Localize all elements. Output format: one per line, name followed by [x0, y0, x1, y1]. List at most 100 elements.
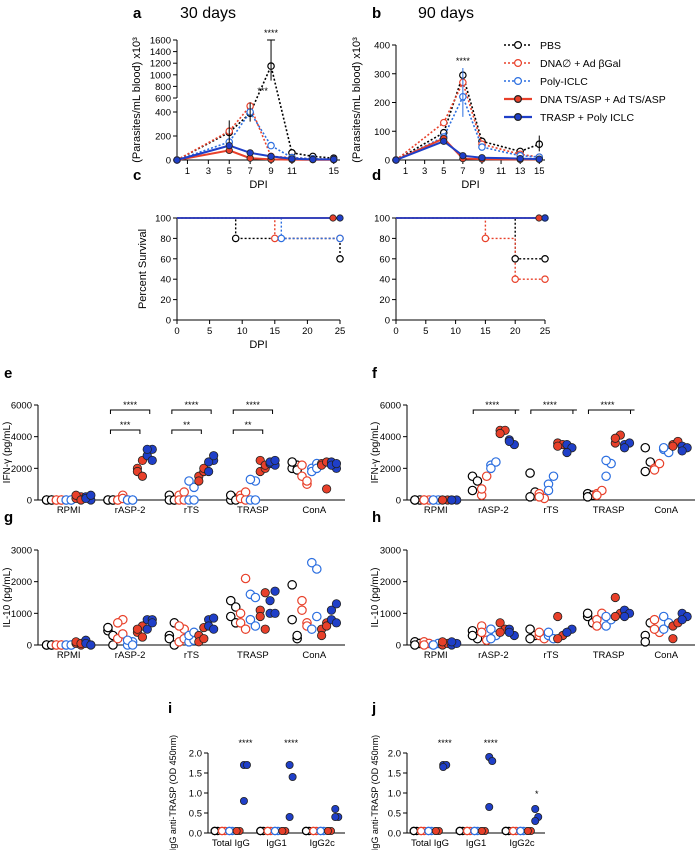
- g-point: [322, 621, 332, 631]
- i-category-label: IgG2c: [309, 838, 335, 849]
- e-category-label: TRASP: [237, 505, 269, 516]
- b-xtick-label: 9: [479, 166, 484, 177]
- i-ytick-label: 1.5: [189, 769, 202, 780]
- g-point: [137, 632, 148, 642]
- g-point: [250, 621, 261, 631]
- i-point: [285, 813, 294, 822]
- j-point: [470, 826, 479, 836]
- e-point: [331, 458, 342, 469]
- h-point: [504, 627, 514, 637]
- h-category-label: TRASP: [593, 650, 625, 661]
- a-ytick-label: 200: [155, 132, 171, 143]
- h-point: [582, 608, 593, 619]
- f-point: [668, 441, 678, 451]
- f-point: [548, 471, 559, 482]
- a-point: [246, 149, 254, 157]
- h-point: [562, 627, 572, 637]
- h-point: [601, 611, 611, 622]
- e-point: [297, 460, 307, 470]
- f-point: [582, 492, 593, 502]
- f-sig-bracket: [530, 409, 577, 414]
- a-point: [225, 142, 233, 150]
- c-series-line: [177, 217, 340, 240]
- b-xlabel: DPI: [461, 179, 479, 191]
- g-ytick-label: 2000: [11, 577, 32, 588]
- j-point: [416, 826, 426, 836]
- a-xlabel: DPI: [249, 179, 267, 191]
- c-xtick-label: 5: [207, 326, 212, 337]
- f-point: [640, 466, 651, 477]
- f-sig-bracket: [472, 409, 520, 414]
- g-point: [311, 564, 322, 574]
- e-sig-bracket: [109, 409, 151, 414]
- g-point: [108, 640, 118, 650]
- c-xlabel: DPI: [249, 339, 267, 351]
- f-point: [504, 436, 514, 447]
- i-category-label: Total IgG: [212, 838, 250, 849]
- g-point: [209, 613, 219, 623]
- h-category-label: RPMI: [424, 650, 448, 661]
- i-ylabel: IgG anti-TRASP (OD 450nm): [168, 735, 178, 850]
- f-point: [601, 471, 611, 482]
- legend-marker: [513, 112, 522, 121]
- b-ytick-label: 0: [385, 156, 390, 167]
- h-point: [677, 615, 687, 625]
- h-point: [410, 640, 420, 650]
- h-point: [553, 634, 563, 644]
- panel-title-b: 90 days: [418, 5, 474, 22]
- g-point: [225, 611, 236, 622]
- a-xtick-label: 9: [268, 166, 273, 177]
- d-ytick-label: 20: [379, 295, 390, 306]
- d-point: [511, 254, 520, 263]
- i-point: [309, 826, 318, 836]
- h-point: [658, 611, 669, 622]
- f-ytick-label: 0: [396, 496, 401, 507]
- f-sig-bracket: [587, 409, 635, 414]
- d-xtick-label: 20: [510, 326, 521, 337]
- h-point: [495, 627, 505, 637]
- g-point: [240, 624, 251, 634]
- h-point: [486, 624, 496, 634]
- a-point: [267, 152, 275, 160]
- panel-label-d: d: [372, 167, 381, 184]
- e-ytick-label: 0: [27, 496, 32, 507]
- i-point: [301, 826, 311, 836]
- h-ytick-label: 2000: [380, 577, 401, 588]
- g-point: [117, 629, 128, 639]
- d-xtick-label: 0: [393, 326, 398, 337]
- i-point: [217, 826, 227, 836]
- j-point: [462, 826, 472, 836]
- b-ytick-label: 100: [374, 127, 390, 138]
- legend-label: TRASP + Poly ICLC: [540, 112, 634, 124]
- h-point: [543, 627, 554, 638]
- e-sig-label: ***: [120, 420, 131, 430]
- g-point: [317, 630, 327, 641]
- a-point: [267, 141, 275, 150]
- e-sig-bracket: [171, 409, 212, 414]
- f-point: [654, 458, 665, 469]
- h-point: [495, 618, 505, 628]
- a-point: [288, 155, 296, 163]
- i-ytick-label: 1.0: [189, 789, 202, 800]
- c-point: [336, 234, 344, 243]
- g-category-label: TRASP: [237, 650, 269, 661]
- b-point: [478, 143, 486, 151]
- b-xtick-label: 13: [515, 166, 526, 177]
- f-point: [428, 495, 439, 505]
- f-sig-label: ****: [485, 400, 500, 410]
- g-point: [225, 595, 236, 606]
- g-point: [86, 640, 96, 650]
- d-ytick-label: 60: [379, 254, 390, 265]
- d-xtick-label: 15: [480, 326, 491, 337]
- c-ytick-label: 80: [160, 234, 171, 245]
- legend-marker: [513, 94, 522, 103]
- j-ylabel: IgG anti-TRASP (OD 450nm): [370, 735, 380, 850]
- g-point: [112, 618, 123, 628]
- f-point: [619, 443, 630, 453]
- e-point: [204, 466, 214, 477]
- e-point: [270, 455, 280, 466]
- b-xtick-label: 7: [460, 166, 465, 177]
- c-point: [231, 234, 240, 243]
- a-point: [309, 155, 317, 163]
- f-point: [419, 495, 429, 505]
